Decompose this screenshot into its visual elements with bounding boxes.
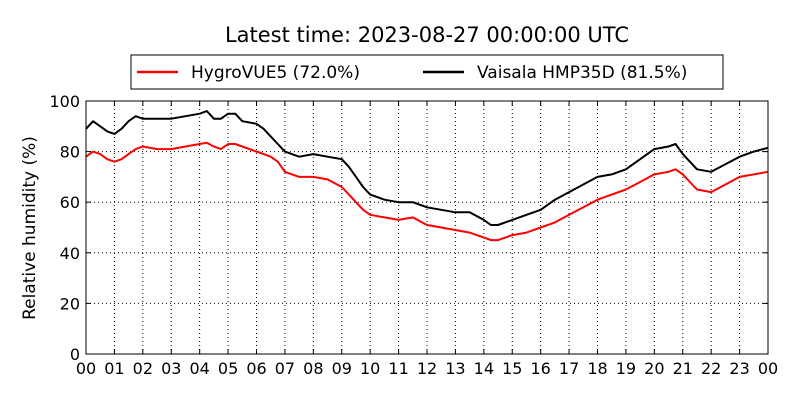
x-tick-label: 07 xyxy=(275,359,295,378)
legend: HygroVUE5 (72.0%) Vaisala HMP35D (81.5%) xyxy=(130,54,724,90)
plot-frame xyxy=(85,100,769,355)
x-tick-label: 14 xyxy=(474,359,494,378)
x-tick-label: 05 xyxy=(218,359,238,378)
x-tick-label: 04 xyxy=(189,359,209,378)
x-tick-label: 16 xyxy=(530,359,550,378)
legend-label-hygrovue5: HygroVUE5 (72.0%) xyxy=(191,63,360,83)
x-tick-label: 20 xyxy=(644,359,664,378)
x-tick-label: 13 xyxy=(445,359,465,378)
y-tick-label: 100 xyxy=(49,92,80,111)
legend-label-vaisala: Vaisala HMP35D (81.5%) xyxy=(477,63,687,83)
x-axis-tick-labels: 00 01 02 03 04 05 06 07 08 09 10 11 12 13 14 15 16 17 18 19… xyxy=(76,359,778,378)
y-axis-label: Relative humidity (%) xyxy=(20,136,40,320)
x-tick-label: 02 xyxy=(133,359,153,378)
y-tick-label: 80 xyxy=(60,143,80,162)
x-tick-label: 21 xyxy=(673,359,693,378)
x-tick-label: 01 xyxy=(104,359,124,378)
x-tick-label: 03 xyxy=(161,359,181,378)
x-tick-label: 23 xyxy=(729,359,749,378)
x-tick-label: 22 xyxy=(701,359,721,378)
series-layer xyxy=(85,110,769,242)
y-tick-label: 60 xyxy=(60,193,80,212)
y-axis-tick-labels: 0 20 40 60 80 100 xyxy=(49,92,80,364)
x-tick-label: 19 xyxy=(616,359,636,378)
axis-ticks xyxy=(85,100,769,355)
x-tick-label: 09 xyxy=(332,359,352,378)
x-tick-label: 12 xyxy=(417,359,437,378)
chart-title: Latest time: 2023-08-27 00:00:00 UTC xyxy=(225,23,629,47)
x-tick-label: 00 xyxy=(758,359,778,378)
x-tick-label: 15 xyxy=(502,359,522,378)
x-tick-label: 00 xyxy=(76,359,96,378)
x-tick-label: 17 xyxy=(559,359,579,378)
x-tick-label: 11 xyxy=(388,359,408,378)
series-line-hygrovue5 xyxy=(85,141,769,242)
y-tick-label: 0 xyxy=(70,345,80,364)
series-line-vaisala xyxy=(85,110,769,226)
x-tick-label: 10 xyxy=(360,359,380,378)
x-tick-label: 08 xyxy=(303,359,323,378)
x-tick-label: 18 xyxy=(587,359,607,378)
y-tick-label: 20 xyxy=(60,294,80,313)
grid-lines xyxy=(86,101,768,354)
x-tick-label: 06 xyxy=(246,359,266,378)
y-tick-label: 40 xyxy=(60,244,80,263)
